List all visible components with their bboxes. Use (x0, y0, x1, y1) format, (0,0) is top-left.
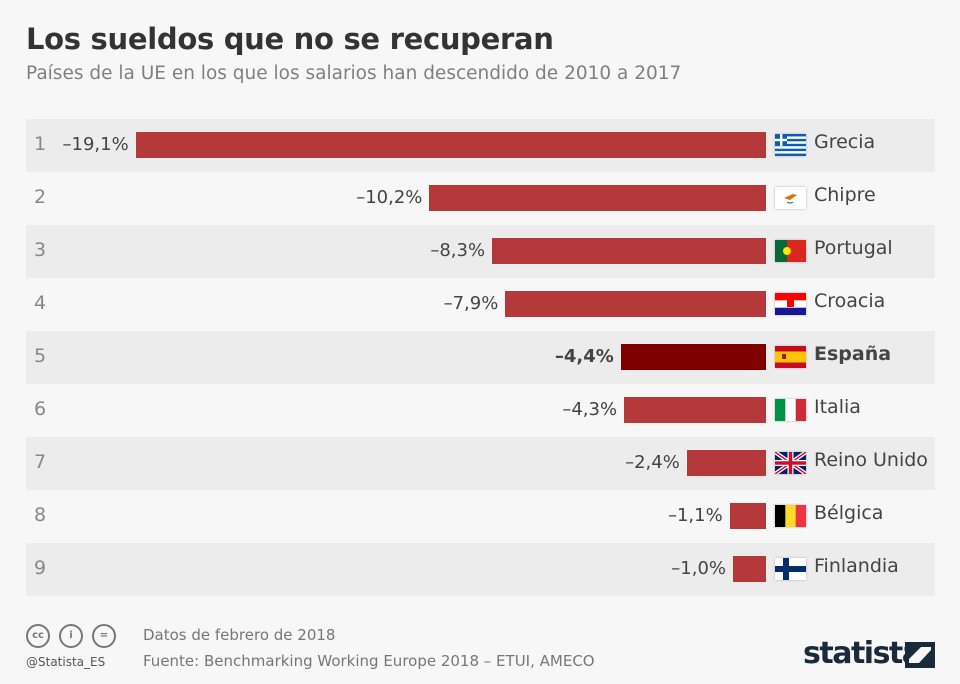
data-label: –10,2% (356, 187, 423, 208)
category-label: Grecia (814, 131, 876, 153)
cyprus-flag-icon (775, 187, 806, 209)
category-label: Bélgica (814, 502, 884, 524)
bar (492, 238, 766, 264)
chart-row: 6 –4,3% Italia (26, 384, 935, 437)
source: Fuente: Benchmarking Working Europe 2018… (143, 652, 595, 670)
rank-label: 8 (34, 504, 47, 526)
chart-row: 9 –1,0% Finlandia (26, 543, 935, 596)
greece-flag-icon (775, 134, 806, 156)
category-label: Chipre (814, 184, 876, 206)
uk-flag-icon (775, 452, 806, 474)
data-label: –1,1% (667, 505, 723, 526)
bar (624, 397, 766, 423)
bar (429, 185, 766, 211)
attribution-icon: i (59, 624, 83, 648)
rank-label: 9 (34, 557, 47, 579)
bar (729, 503, 766, 529)
bar (620, 344, 766, 370)
statista-logo: statista (803, 636, 922, 671)
rank-label: 3 (34, 239, 47, 261)
data-label: –1,0% (671, 558, 726, 579)
chart-row: 1 –19,1% Grecia (26, 119, 935, 172)
spain-flag-icon (775, 346, 806, 368)
chart-row: 2 –10,2% Chipre (26, 172, 935, 225)
croatia-flag-icon (775, 293, 806, 315)
category-label: Reino Unido (814, 449, 928, 471)
chart-row: 3 –8,3% Portugal (26, 225, 935, 278)
data-label: –8,3% (430, 240, 486, 261)
rank-label: 1 (34, 133, 47, 155)
category-label: Croacia (814, 290, 886, 312)
twitter-handle: @Statista_ES (26, 655, 106, 669)
data-label: –19,1% (62, 134, 129, 155)
chart-row: 4 –7,9% Croacia (26, 278, 935, 331)
chart-row: 5 –4,4% España (26, 331, 935, 384)
category-label: España (814, 343, 892, 365)
data-label: –7,9% (443, 293, 499, 314)
belgium-flag-icon (775, 505, 806, 527)
cc-icon: cc (26, 624, 50, 648)
no-derivatives-icon: = (92, 624, 116, 648)
rank-label: 4 (34, 292, 47, 314)
category-label: Portugal (814, 237, 893, 259)
bar (135, 132, 766, 158)
chart-subtitle: Países de la UE en los que los salarios … (26, 63, 682, 84)
chart-title: Los sueldos que no se recuperan (26, 22, 554, 56)
chart-row: 7 –2,4% Reino Unido (26, 437, 935, 490)
rank-label: 2 (34, 186, 47, 208)
portugal-flag-icon (775, 240, 806, 262)
data-label: –4,4% (554, 346, 614, 367)
bar (733, 556, 766, 582)
statista-logo-icon (905, 642, 935, 668)
bar (686, 450, 766, 476)
bar (505, 291, 766, 317)
rank-label: 6 (34, 398, 47, 420)
rank-label: 5 (34, 345, 47, 367)
italy-flag-icon (775, 399, 806, 421)
category-label: Italia (814, 396, 861, 418)
data-label: –4,3% (562, 399, 618, 420)
chart-row: 8 –1,1% Bélgica (26, 490, 935, 543)
finland-flag-icon (775, 558, 806, 580)
data-date: Datos de febrero de 2018 (143, 626, 336, 644)
data-label: –2,4% (625, 452, 680, 473)
category-label: Finlandia (814, 555, 899, 577)
rank-label: 7 (34, 451, 47, 473)
